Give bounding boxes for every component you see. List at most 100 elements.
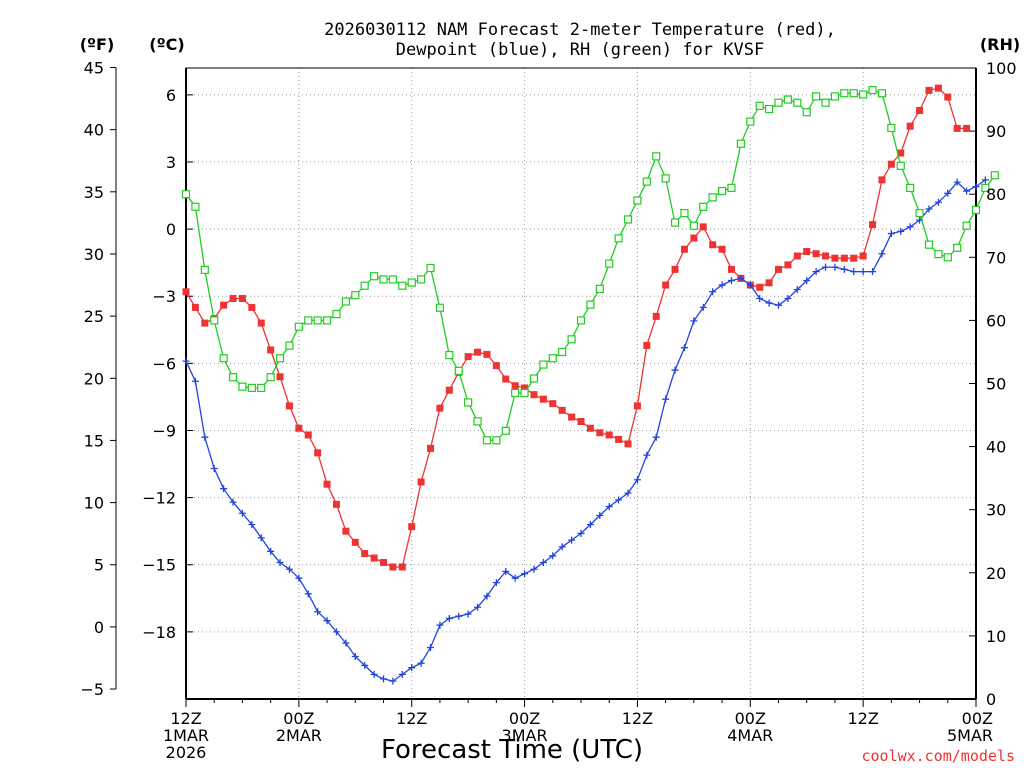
temperature-point <box>906 122 914 130</box>
rh-point <box>746 117 755 126</box>
temperature-point <box>314 449 322 457</box>
rh-point <box>332 309 341 319</box>
temperature-point <box>624 440 632 448</box>
temperature-point <box>238 294 246 302</box>
temperature-point <box>539 395 547 403</box>
rh-point <box>482 436 492 445</box>
dewpoint-point <box>304 590 312 598</box>
dewpoint-point <box>492 579 500 587</box>
time-tick-label: 3MAR <box>502 726 548 745</box>
dewpoint-point <box>803 277 811 285</box>
temperature-point <box>709 241 717 249</box>
rh-point <box>228 373 238 382</box>
dewpoint-point <box>276 559 284 567</box>
rh-point <box>755 101 764 110</box>
temperature-point <box>464 353 472 361</box>
time-tick-label: 00Z <box>735 709 766 728</box>
rh-line <box>185 89 996 441</box>
rh-point <box>652 152 661 161</box>
rh-point <box>868 85 877 95</box>
dewpoint-point <box>539 559 547 567</box>
rh-point <box>642 177 651 186</box>
temperature-point <box>267 346 275 354</box>
series-temperature <box>182 84 971 571</box>
temperature-point <box>699 223 707 231</box>
rh-tick-label: 20 <box>986 564 1006 583</box>
rh-tick-label: 40 <box>986 438 1006 457</box>
axes <box>110 67 977 707</box>
dewpoint-point <box>887 230 895 238</box>
dewpoint-point <box>709 288 717 296</box>
temperature-point <box>690 234 698 242</box>
fahrenheit-tick-label: −5 <box>80 680 104 699</box>
dewpoint-point <box>615 496 623 504</box>
celsius-tick-label: −15 <box>142 556 176 575</box>
dewpoint-point <box>398 670 406 678</box>
dewpoint-point <box>295 574 303 582</box>
dewpoint-point <box>897 227 905 235</box>
rh-point <box>981 183 990 192</box>
rh-point <box>971 205 981 215</box>
temperature-point <box>963 124 971 132</box>
temperature-point <box>859 252 867 260</box>
rh-point <box>266 373 275 382</box>
rh-tick-label: 60 <box>986 311 1006 330</box>
dewpoint-point <box>323 617 331 625</box>
rh-point <box>962 221 971 230</box>
rh-point <box>417 275 426 284</box>
rh-point <box>511 388 520 398</box>
dewpoint-point <box>831 263 839 271</box>
time-tick-label: 5MAR <box>947 726 993 745</box>
temperature-point <box>605 431 613 439</box>
time-tick-label: 12Z <box>622 709 653 728</box>
rh-point <box>435 303 445 312</box>
rh-tick-label: 10 <box>986 627 1006 646</box>
rh-point <box>304 316 313 325</box>
temperature-point <box>474 348 482 356</box>
rh-point <box>257 383 266 393</box>
rh-point <box>275 354 285 363</box>
dewpoint-point <box>859 268 867 276</box>
rh-point <box>793 98 802 107</box>
temperature-point <box>944 93 952 101</box>
temperature-point <box>869 221 877 229</box>
dewpoint-point <box>756 294 764 302</box>
dewpoint-point <box>314 608 322 616</box>
rh-tick-label: 70 <box>986 248 1006 267</box>
rh-point <box>840 89 849 98</box>
dewpoint-point <box>530 565 538 573</box>
rh-point <box>539 360 548 369</box>
dewpoint-point <box>380 675 387 683</box>
rh-point <box>501 426 510 435</box>
dewpoint-point <box>662 395 670 403</box>
tick-labels: 454035302520151050−5630−3−6−9−12−15−1810… <box>80 59 1016 762</box>
temperature-point <box>201 319 209 327</box>
temperature-point <box>831 254 839 262</box>
rh-point <box>605 259 614 268</box>
temperature-point <box>671 265 679 273</box>
dewpoint-point <box>502 567 510 575</box>
rh-point <box>548 354 557 363</box>
dewpoint-point <box>878 250 886 258</box>
temperature-point <box>276 373 284 381</box>
temperature-point <box>191 303 199 311</box>
rh-point <box>191 202 200 211</box>
rh-point <box>717 186 727 196</box>
dewpoint-point <box>605 503 613 511</box>
temperature-point <box>793 252 801 260</box>
temperature-point <box>643 341 651 349</box>
dewpoint-point <box>285 565 293 573</box>
dewpoint-point <box>229 498 237 506</box>
rh-point <box>934 250 943 259</box>
temperature-point <box>502 375 510 383</box>
celsius-unit-label: (ºC) <box>149 35 184 54</box>
dewpoint-point <box>596 512 604 520</box>
time-tick-label: 12Z <box>396 709 427 728</box>
dewpoint-point <box>643 451 651 459</box>
rh-point <box>877 89 887 98</box>
rh-tick-label: 80 <box>986 185 1006 204</box>
temperature-line <box>185 87 967 568</box>
rh-unit-label: (RH) <box>980 35 1020 54</box>
dewpoint-point <box>511 574 519 582</box>
rh-point <box>849 89 858 98</box>
